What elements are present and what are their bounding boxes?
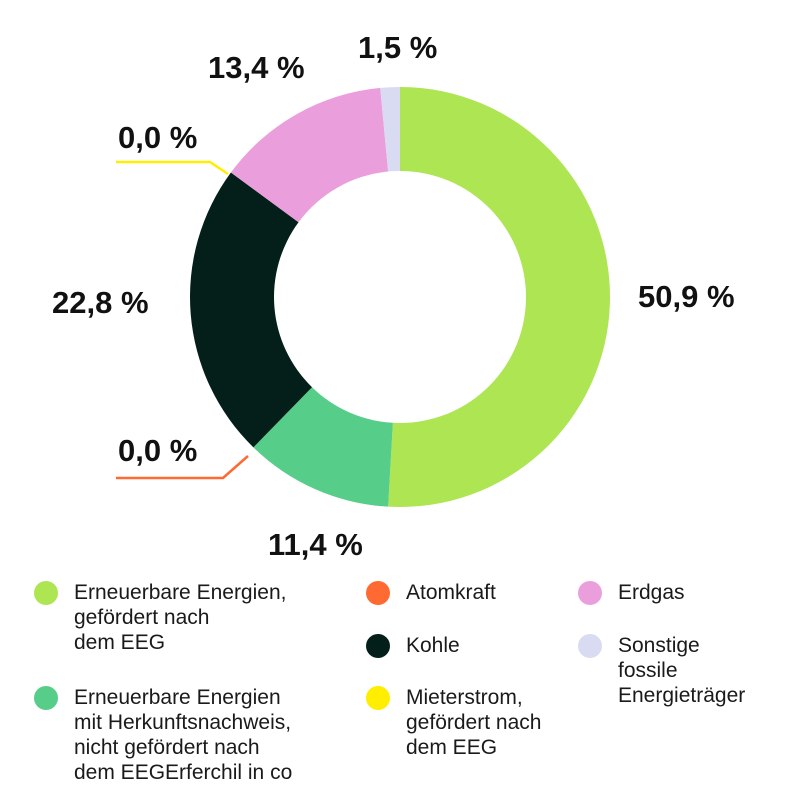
donut-slices xyxy=(190,87,610,507)
percent-label: 22,8 % xyxy=(52,285,149,320)
slice-erneuerbare-energien-mit-herkunftsnachwe xyxy=(253,387,393,507)
percent-label: 50,9 % xyxy=(638,279,735,314)
legend-marker xyxy=(366,686,390,710)
donut-chart: 50,9 % 11,4 % 0,0 % 22,8 % 0,0 % 13,4 % 1,5 % xyxy=(52,30,735,562)
leader-line-mieterstrom-gefördert-nach-dem xyxy=(116,160,229,176)
slice-kohle xyxy=(190,172,313,448)
legend-label: Mieterstrom, gefördert nach dem EEG xyxy=(406,686,542,759)
legend-marker xyxy=(578,634,602,658)
slice-erdgas xyxy=(230,87,389,223)
legend-item-mieterstrom: Mieterstrom, gefördert nach dem EEG xyxy=(366,685,541,760)
legend-label: Sonstige fossile Energieträger xyxy=(618,634,746,707)
legend-marker xyxy=(34,686,58,710)
legend-label: Erdgas xyxy=(618,581,685,604)
legend-item-erneuerbare-herkunft: Erneuerbare Energien mit Herkunftsnachwe… xyxy=(34,685,292,785)
legend-label: Erneuerbare Energien, gefördert nach dem… xyxy=(74,581,287,654)
legend-marker xyxy=(578,581,602,605)
slice-erneuerbare-energien-gefördert-nach-dem- xyxy=(388,87,610,507)
legend-label: Erneuerbare Energien mit Herkunftsnachwe… xyxy=(74,686,293,784)
legend-marker xyxy=(366,634,390,658)
legend-label: Kohle xyxy=(406,634,460,657)
legend-item-erneuerbare-eeg: Erneuerbare Energien, gefördert nach dem… xyxy=(34,580,286,655)
legend-item-kohle: Kohle xyxy=(366,633,460,658)
legend-marker xyxy=(34,581,58,605)
percent-label: 1,5 % xyxy=(358,30,437,65)
leader-lines xyxy=(116,160,249,480)
legend-item-sonstige-fossile: Sonstige fossile Energieträger xyxy=(578,633,745,708)
legend-marker xyxy=(366,581,390,605)
legend-label: Atomkraft xyxy=(406,581,496,604)
legend-item-erdgas: Erdgas xyxy=(578,580,685,605)
leader-line-atomkraft xyxy=(116,455,249,480)
legend-item-atomkraft: Atomkraft xyxy=(366,580,496,605)
percent-label: 0,0 % xyxy=(118,120,197,155)
percent-labels: 50,9 % 11,4 % 0,0 % 22,8 % 0,0 % 13,4 % 1,5 % xyxy=(52,30,735,562)
slice-sonstige-fossile-energieträger xyxy=(380,87,400,172)
percent-label: 11,4 % xyxy=(268,527,363,562)
percent-label: 13,4 % xyxy=(208,50,305,85)
percent-label: 0,0 % xyxy=(118,433,197,468)
